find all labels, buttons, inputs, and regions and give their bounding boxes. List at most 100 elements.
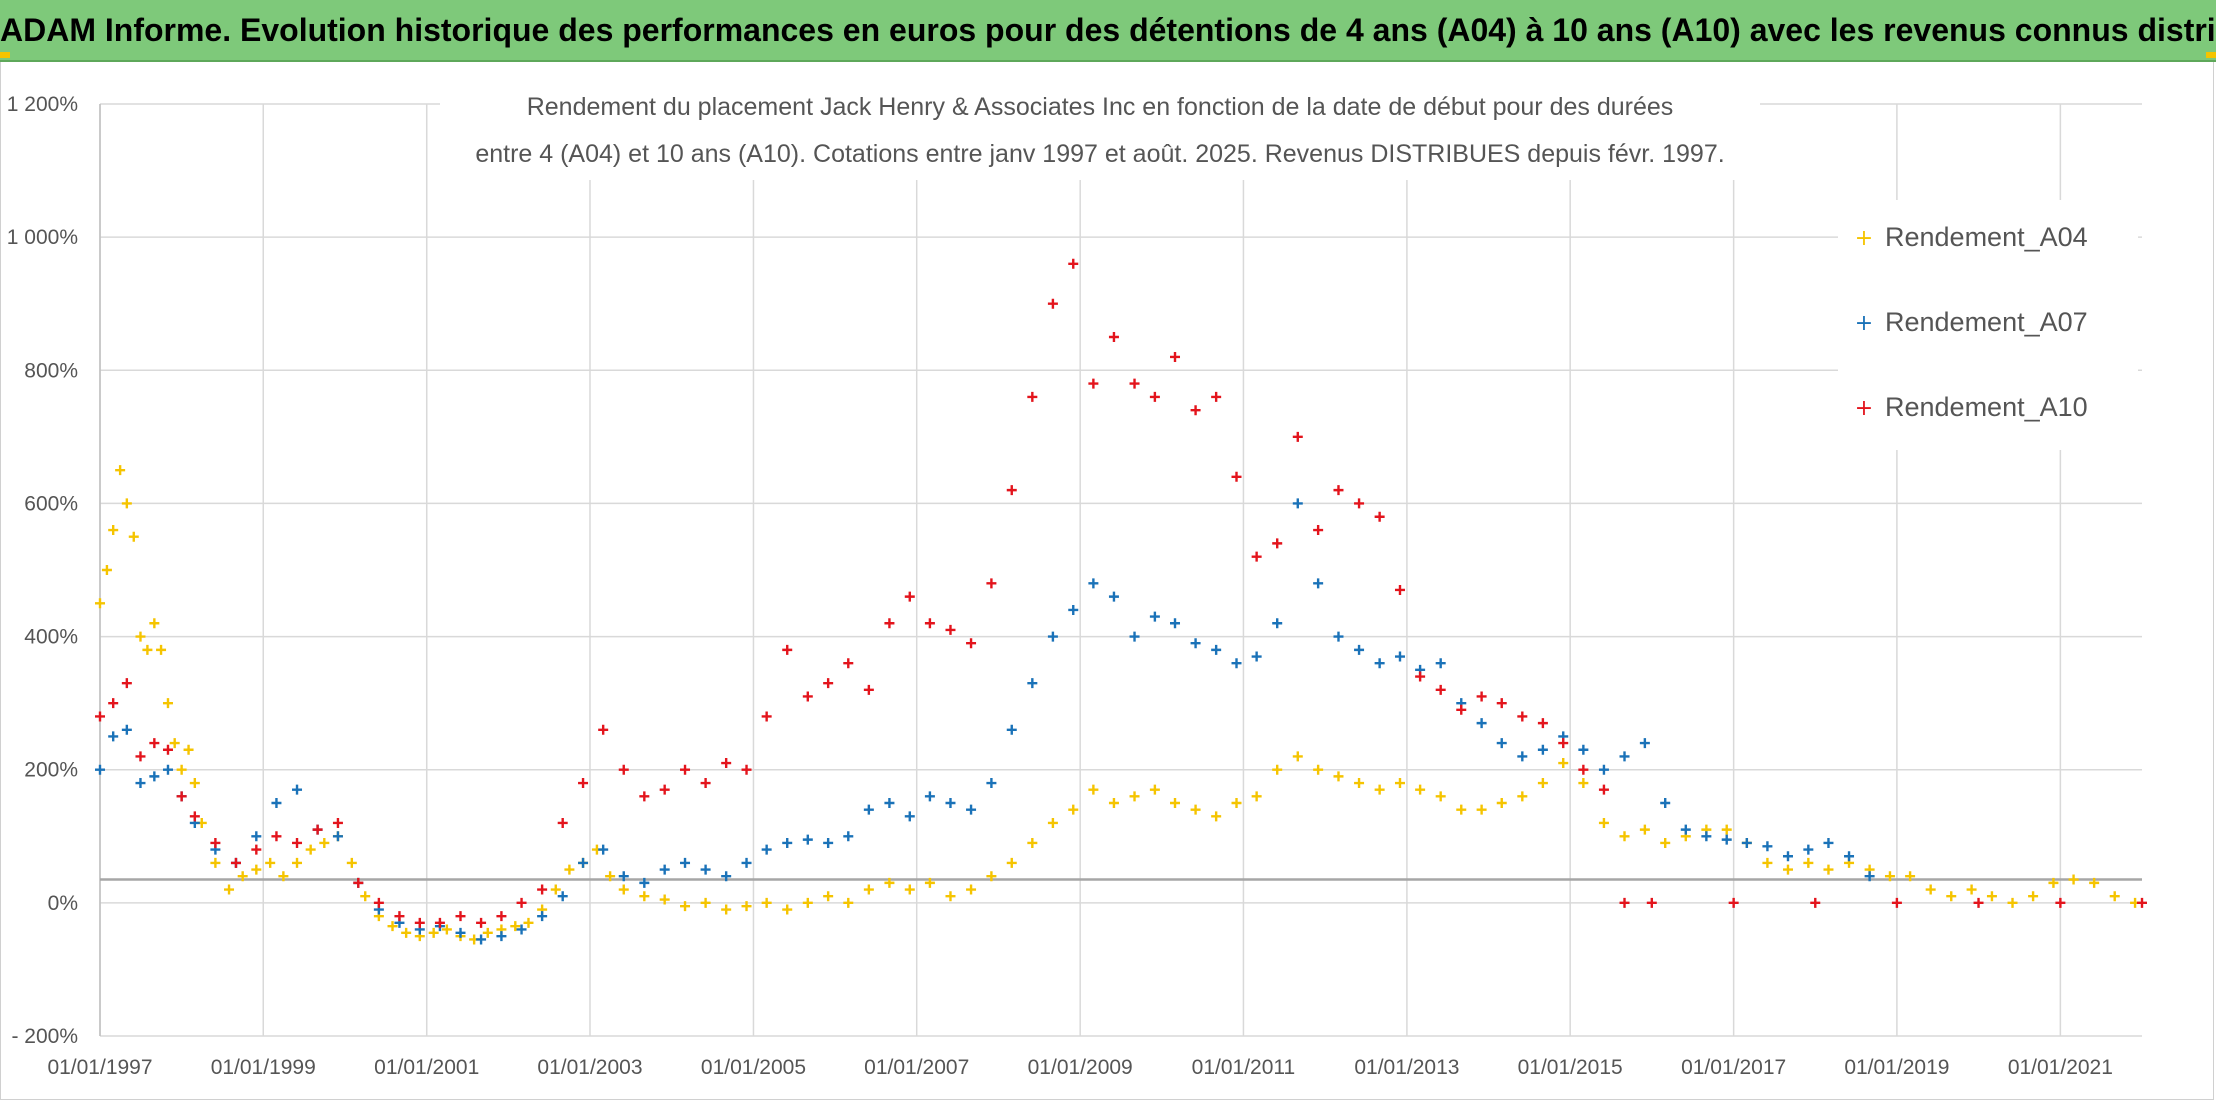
data-point	[1823, 837, 1834, 848]
data-point	[700, 864, 711, 875]
data-point	[537, 911, 548, 922]
y-tick-label: - 200%	[11, 1025, 78, 1048]
chart-title-line-2: entre 4 (A04) et 10 ans (A10). Cotations…	[475, 140, 1724, 168]
data-point	[2055, 897, 2066, 908]
data-point	[761, 711, 772, 722]
data-point	[476, 917, 487, 928]
data-point	[2048, 877, 2059, 888]
data-point	[135, 751, 146, 762]
data-point	[237, 871, 248, 882]
data-point	[332, 831, 343, 842]
data-point	[1639, 824, 1650, 835]
data-point	[121, 678, 132, 689]
data-point	[1660, 837, 1671, 848]
data-point	[292, 837, 303, 848]
data-point	[1415, 671, 1426, 682]
data-point	[1721, 824, 1732, 835]
data-point	[1333, 771, 1344, 782]
data-point	[782, 837, 793, 848]
data-point	[618, 884, 629, 895]
data-point	[863, 684, 874, 695]
data-point	[108, 698, 119, 709]
data-point	[149, 738, 160, 749]
data-point	[373, 897, 384, 908]
data-point	[761, 897, 772, 908]
data-point	[1354, 778, 1365, 789]
data-point	[782, 904, 793, 915]
data-point	[700, 897, 711, 908]
data-point	[482, 927, 493, 938]
grid-layer	[99, 103, 2142, 1037]
data-point	[401, 927, 412, 938]
data-point	[1558, 738, 1569, 749]
data-point	[1088, 378, 1099, 389]
data-point	[1803, 844, 1814, 855]
data-point	[1496, 738, 1507, 749]
data-point	[1456, 704, 1467, 715]
data-point	[1108, 798, 1119, 808]
data-point	[95, 711, 105, 722]
data-point	[1108, 332, 1119, 342]
data-point	[523, 917, 534, 928]
data-point	[1619, 751, 1630, 762]
data-point	[1578, 778, 1589, 789]
data-point	[455, 927, 466, 938]
data-point	[1231, 658, 1242, 669]
data-point	[986, 578, 997, 589]
data-point	[1476, 691, 1487, 702]
data-point	[1047, 817, 1058, 828]
data-point	[1108, 591, 1119, 602]
data-point	[1619, 831, 1630, 842]
data-point	[1006, 724, 1017, 735]
data-point	[1496, 698, 1507, 709]
data-point	[1027, 837, 1038, 848]
data-point	[455, 911, 466, 922]
data-point	[1810, 897, 1821, 908]
data-point	[271, 798, 282, 808]
data-point	[2137, 897, 2147, 908]
x-tick-label: 01/01/2005	[701, 1056, 806, 1079]
data-point	[2089, 877, 2100, 888]
data-point	[1374, 511, 1385, 522]
data-point	[863, 884, 874, 895]
y-tick-label: 1 200%	[7, 93, 78, 116]
data-point	[659, 864, 670, 875]
data-point	[312, 824, 323, 835]
x-tick-label: 01/01/2003	[537, 1056, 642, 1079]
data-point	[557, 891, 568, 902]
data-point	[1537, 718, 1548, 729]
data-point	[1435, 791, 1446, 802]
x-tick-label: 01/01/2001	[374, 1056, 479, 1079]
data-point	[230, 857, 241, 868]
data-point	[1646, 897, 1657, 908]
data-point	[618, 871, 629, 882]
data-point	[843, 658, 854, 669]
data-point	[189, 778, 200, 789]
data-point	[843, 831, 854, 842]
data-point	[1823, 864, 1834, 875]
legend-label-a10: Rendement_A10	[1885, 392, 2088, 422]
data-point	[945, 798, 956, 808]
data-point	[162, 698, 173, 709]
data-point	[1537, 778, 1548, 789]
x-tick-label: 01/01/2021	[2008, 1056, 2113, 1079]
data-point	[564, 864, 575, 875]
data-point	[251, 831, 262, 842]
data-point	[108, 525, 119, 536]
data-point	[700, 778, 711, 789]
data-point	[1598, 784, 1609, 795]
y-tick-label: 200%	[24, 759, 78, 782]
data-point	[1415, 784, 1426, 795]
data-point	[659, 894, 670, 905]
data-point	[1374, 658, 1385, 669]
corner-marker-right	[2206, 52, 2216, 58]
data-point	[1578, 744, 1589, 755]
data-point	[1394, 778, 1405, 789]
data-point	[394, 911, 405, 922]
x-tick-label: 01/01/1997	[47, 1056, 152, 1079]
data-point	[1537, 744, 1548, 755]
data-point	[557, 817, 568, 828]
y-tick-label: 1 000%	[7, 226, 78, 249]
data-point	[149, 618, 160, 629]
data-point	[1313, 525, 1324, 536]
